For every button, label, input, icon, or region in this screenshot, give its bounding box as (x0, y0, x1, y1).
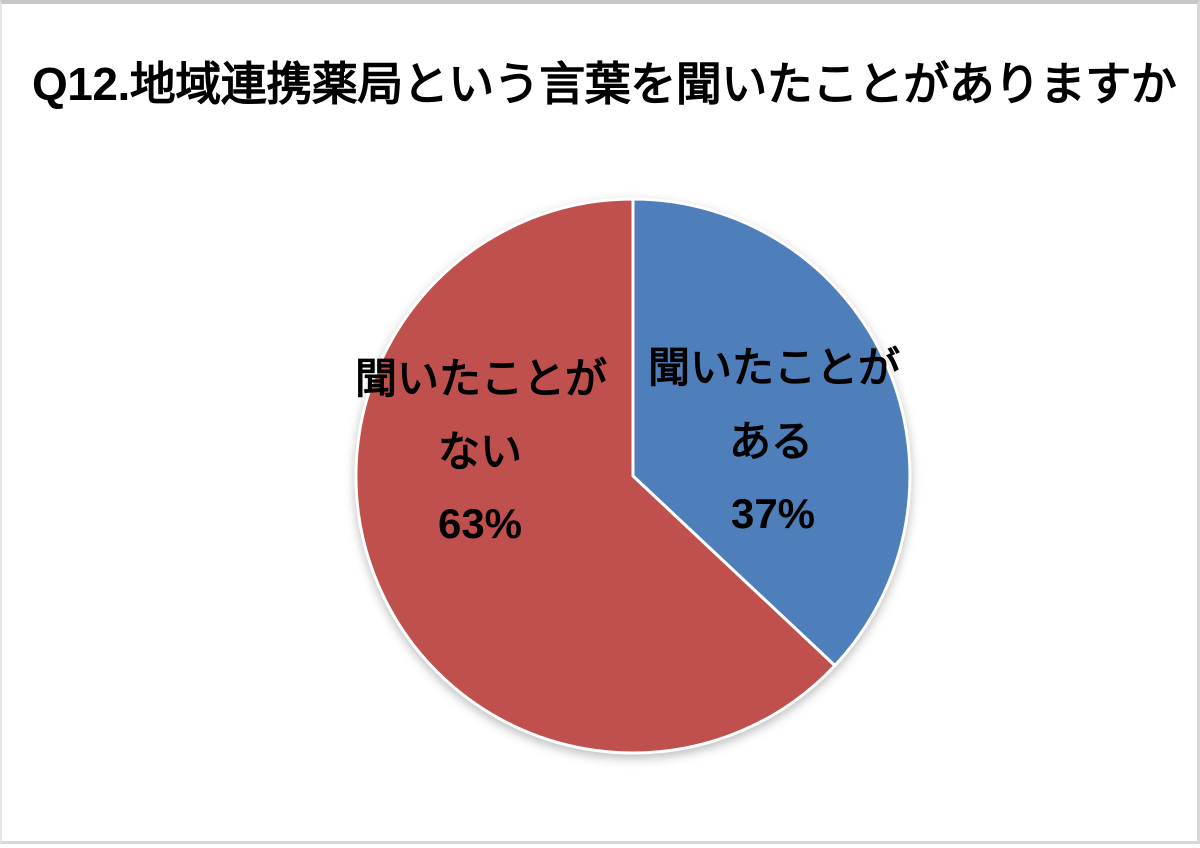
slice-not-heard-percent: 63% (437, 500, 523, 547)
pie-chart (354, 197, 912, 755)
slice-heard-percent: 37% (730, 490, 816, 537)
pie-slices-group (354, 197, 912, 755)
pie-slice-heard (631, 197, 912, 668)
slice-heard-label-line2: ある (728, 418, 814, 465)
slice-heard-label-line1: 聞いたことが (647, 344, 901, 391)
pie-slice-not-heard (354, 197, 837, 755)
chart-title: Q12.地域連携薬局という言葉を聞いたことがありますか (32, 58, 1177, 110)
slice-not-heard-label-line2: ない (437, 428, 523, 475)
slice-not-heard-label-line1: 聞いたことが (354, 355, 608, 402)
